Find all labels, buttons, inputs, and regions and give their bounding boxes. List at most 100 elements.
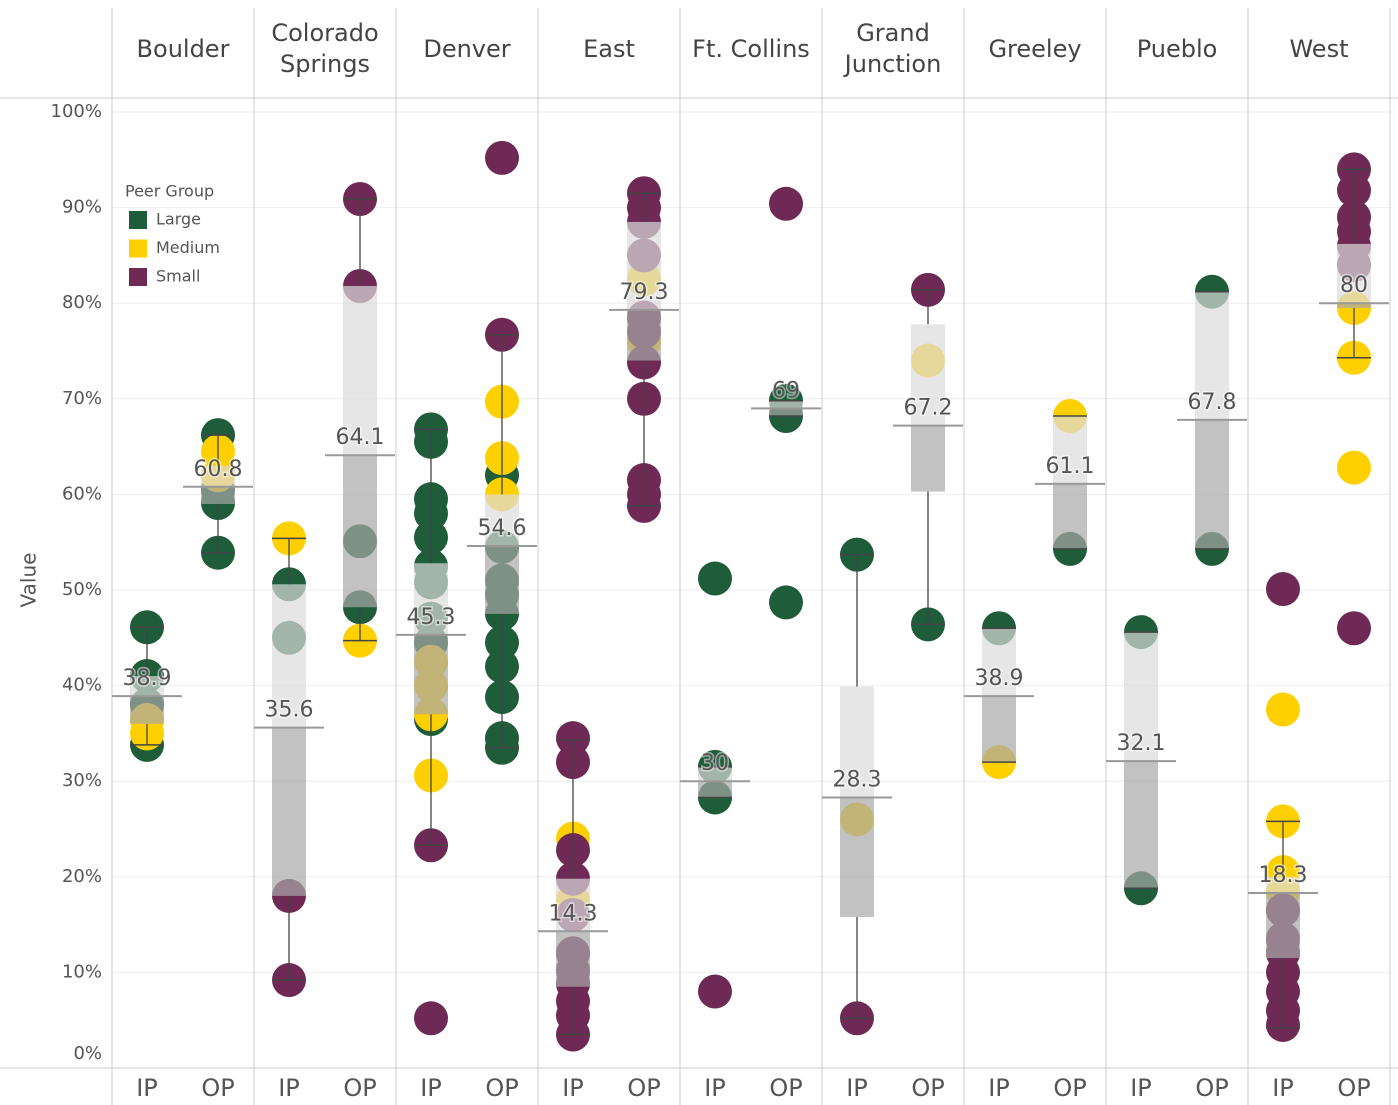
box-lower xyxy=(698,781,732,798)
point xyxy=(1337,611,1371,646)
x-tick-label: IP xyxy=(704,1074,726,1102)
panel-header: Pueblo xyxy=(1136,34,1218,63)
y-tick-label: 70% xyxy=(62,388,102,409)
x-tick-label: IP xyxy=(420,1074,442,1102)
y-tick-label: 0% xyxy=(73,1043,102,1064)
x-tick-label: IP xyxy=(846,1074,868,1102)
median-label: 67.2 xyxy=(904,396,953,421)
box-lower xyxy=(1337,303,1371,308)
x-tick-label: OP xyxy=(1337,1074,1370,1102)
point xyxy=(769,585,803,620)
box-upper xyxy=(769,400,803,409)
x-tick-label: IP xyxy=(1272,1074,1294,1102)
median-label: 30 xyxy=(701,751,729,776)
box-lower xyxy=(1053,483,1087,549)
legend-label: Large xyxy=(156,210,201,229)
panel-header: West xyxy=(1289,34,1349,63)
point xyxy=(698,974,732,1009)
x-tick-label: OP xyxy=(1053,1074,1086,1102)
x-tick-label: OP xyxy=(627,1074,660,1102)
median-label: 80 xyxy=(1340,273,1368,298)
median-label: 14.3 xyxy=(549,901,598,926)
box-lower xyxy=(627,309,661,361)
y-tick-label: 80% xyxy=(62,292,102,313)
box-lower xyxy=(911,425,945,492)
median-label: 18.3 xyxy=(1259,863,1308,888)
median-label: 38.9 xyxy=(975,666,1024,691)
y-tick-label: 60% xyxy=(62,483,102,504)
box-lower xyxy=(485,546,519,614)
box-upper xyxy=(840,686,874,798)
median-label: 28.3 xyxy=(833,767,882,792)
box-lower xyxy=(769,408,803,417)
point xyxy=(1266,572,1300,607)
legend-swatch xyxy=(129,211,147,229)
point xyxy=(769,186,803,221)
median-label: 32.1 xyxy=(1117,731,1166,756)
box-lower xyxy=(343,455,377,608)
panel-header: Colorado Springs xyxy=(271,19,379,78)
median-label: 79.3 xyxy=(620,280,669,305)
box-upper xyxy=(556,878,590,932)
box-upper xyxy=(130,676,164,697)
x-tick-label: OP xyxy=(769,1074,802,1102)
legend-label: Small xyxy=(156,267,200,286)
y-tick-label: 40% xyxy=(62,675,102,696)
box-lower xyxy=(272,727,306,896)
median-label: 67.8 xyxy=(1188,390,1237,415)
box-upper xyxy=(272,584,306,728)
point xyxy=(698,561,732,596)
legend-swatch xyxy=(129,268,147,286)
y-axis-label: Value xyxy=(17,553,41,608)
box-upper xyxy=(1124,632,1158,762)
box-lower xyxy=(1266,893,1300,959)
x-tick-label: IP xyxy=(562,1074,584,1102)
x-tick-label: OP xyxy=(911,1074,944,1102)
x-tick-label: IP xyxy=(278,1074,300,1102)
median-label: 45.3 xyxy=(407,605,456,630)
box-upper xyxy=(698,766,732,782)
median-label: 38.9 xyxy=(123,666,172,691)
legend-label: Medium xyxy=(156,238,220,257)
box-lower xyxy=(130,696,164,724)
panel-header: East xyxy=(583,34,635,63)
box-upper xyxy=(1053,416,1087,484)
median-label: 61.1 xyxy=(1046,454,1095,479)
panel-header: Ft. Collins xyxy=(692,34,810,63)
median-label: 60.8 xyxy=(194,457,243,482)
box-lower xyxy=(840,797,874,917)
x-tick-label: OP xyxy=(485,1074,518,1102)
panel-header: Boulder xyxy=(136,34,230,63)
x-tick-label: OP xyxy=(201,1074,234,1102)
median-label: 64.1 xyxy=(336,425,385,450)
median-label: 35.6 xyxy=(265,698,314,723)
box-lower xyxy=(556,931,590,987)
box-lower xyxy=(982,696,1016,763)
legend-swatch xyxy=(129,239,147,258)
box-upper xyxy=(1195,291,1229,420)
y-tick-label: 10% xyxy=(62,961,102,982)
point xyxy=(556,721,590,756)
box-upper xyxy=(1337,243,1371,304)
panel-header: Greeley xyxy=(988,34,1082,63)
box-lower xyxy=(1124,761,1158,889)
y-tick-label: 30% xyxy=(62,770,102,791)
box-lower xyxy=(1195,419,1229,549)
panel-header: Grand Junction xyxy=(844,19,942,78)
box-upper xyxy=(911,324,945,426)
panel-header: Denver xyxy=(423,34,511,63)
box-upper xyxy=(343,285,377,456)
box-upper xyxy=(1266,876,1300,894)
x-tick-label: IP xyxy=(136,1074,158,1102)
y-tick-label: 100% xyxy=(51,101,102,122)
median-label: 54.6 xyxy=(478,516,527,541)
box-upper xyxy=(627,221,661,310)
x-tick-label: OP xyxy=(1195,1074,1228,1102)
box-lower xyxy=(201,486,235,504)
x-tick-label: IP xyxy=(988,1074,1010,1102)
box-upper xyxy=(201,465,235,487)
x-tick-label: OP xyxy=(343,1074,376,1102)
box-upper xyxy=(982,628,1016,697)
